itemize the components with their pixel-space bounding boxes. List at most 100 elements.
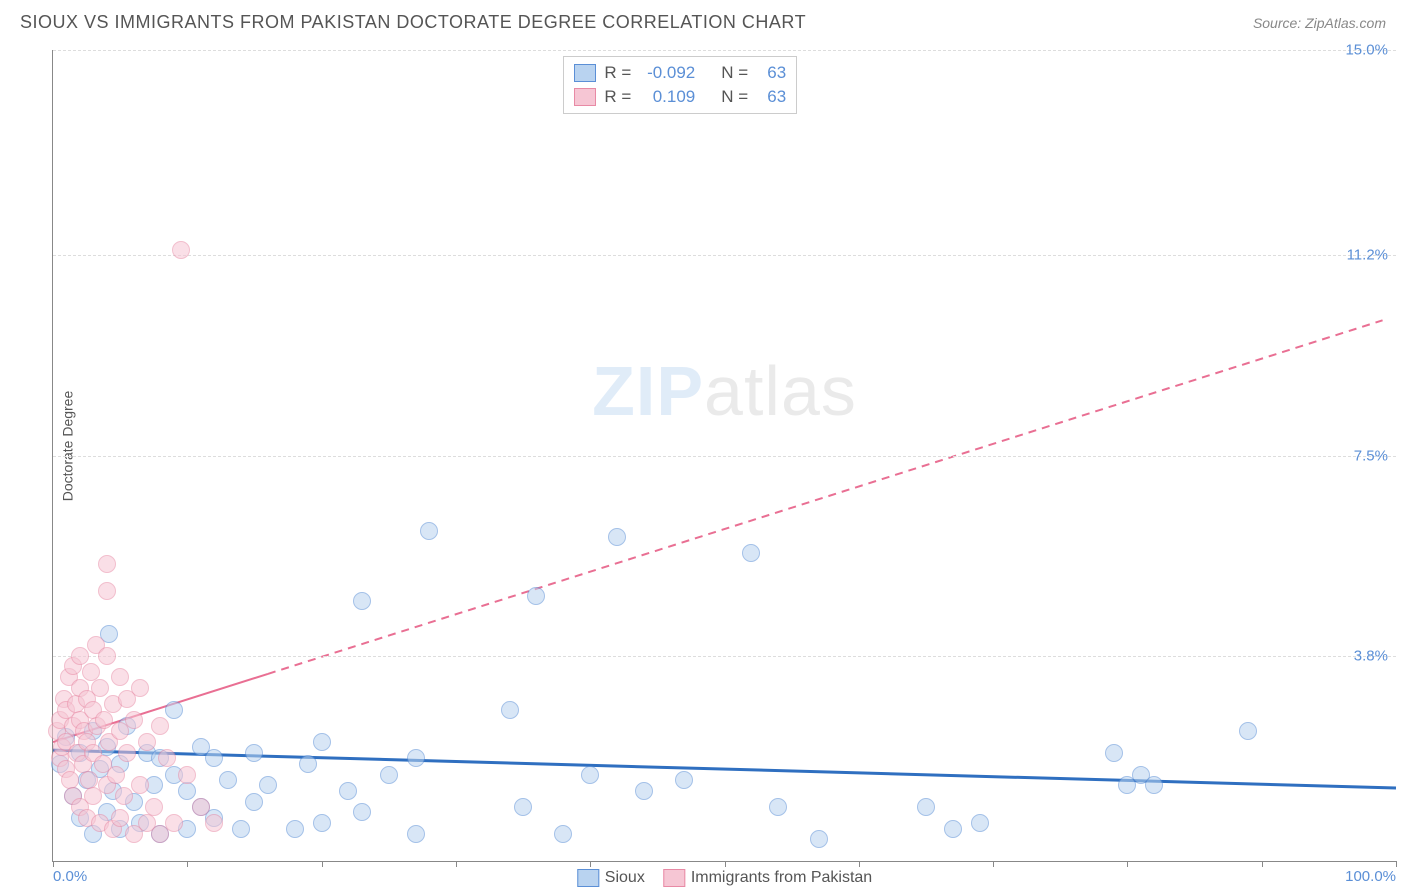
x-tick xyxy=(590,861,591,867)
y-tick-label: 15.0% xyxy=(1345,42,1388,59)
stats-row: R =0.109N =63 xyxy=(574,85,786,109)
data-point xyxy=(917,798,935,816)
data-point xyxy=(172,241,190,259)
data-point xyxy=(299,755,317,773)
data-point xyxy=(971,814,989,832)
stats-box: R =-0.092N =63R =0.109N =63 xyxy=(563,56,797,114)
data-point xyxy=(111,668,129,686)
legend-swatch xyxy=(574,88,596,106)
data-point xyxy=(810,830,828,848)
data-point xyxy=(178,782,196,800)
r-label: R = xyxy=(604,87,631,107)
data-point xyxy=(1105,744,1123,762)
data-point xyxy=(165,814,183,832)
data-point xyxy=(635,782,653,800)
n-label: N = xyxy=(721,87,748,107)
data-point xyxy=(138,733,156,751)
data-point xyxy=(313,814,331,832)
watermark: ZIPatlas xyxy=(592,351,857,431)
data-point xyxy=(131,679,149,697)
x-tick xyxy=(322,861,323,867)
data-point xyxy=(259,776,277,794)
data-point xyxy=(675,771,693,789)
data-point xyxy=(98,555,116,573)
y-tick-label: 7.5% xyxy=(1354,447,1388,464)
data-point xyxy=(608,528,626,546)
x-tick xyxy=(187,861,188,867)
x-tick xyxy=(1127,861,1128,867)
data-point xyxy=(769,798,787,816)
chart-title: SIOUX VS IMMIGRANTS FROM PAKISTAN DOCTOR… xyxy=(20,12,806,33)
x-tick xyxy=(1262,861,1263,867)
data-point xyxy=(61,771,79,789)
chart-source: Source: ZipAtlas.com xyxy=(1253,15,1386,31)
data-point xyxy=(501,701,519,719)
data-point xyxy=(98,582,116,600)
data-point xyxy=(125,711,143,729)
data-point xyxy=(742,544,760,562)
y-tick-label: 11.2% xyxy=(1347,247,1388,264)
data-point xyxy=(205,814,223,832)
n-label: N = xyxy=(721,63,748,83)
data-point xyxy=(98,647,116,665)
legend-swatch xyxy=(574,64,596,82)
data-point xyxy=(165,701,183,719)
data-point xyxy=(353,803,371,821)
data-point xyxy=(581,766,599,784)
r-value: -0.092 xyxy=(639,63,695,83)
chart-header: SIOUX VS IMMIGRANTS FROM PAKISTAN DOCTOR… xyxy=(0,0,1406,41)
data-point xyxy=(80,771,98,789)
data-point xyxy=(158,749,176,767)
x-tick-label: 0.0% xyxy=(53,868,87,885)
chart-plot-area: ZIPatlas 3.8%7.5%11.2%15.0%0.0%100.0%R =… xyxy=(52,50,1396,862)
data-point xyxy=(245,744,263,762)
data-point xyxy=(420,522,438,540)
data-point xyxy=(245,793,263,811)
data-point xyxy=(1145,776,1163,794)
watermark-atlas: atlas xyxy=(704,352,857,430)
gridline xyxy=(53,255,1396,256)
data-point xyxy=(944,820,962,838)
data-point xyxy=(82,663,100,681)
data-point xyxy=(91,679,109,697)
x-tick xyxy=(53,861,54,867)
data-point xyxy=(118,744,136,762)
gridline xyxy=(53,50,1396,51)
x-tick-label: 100.0% xyxy=(1345,868,1396,885)
legend-swatch xyxy=(663,869,685,887)
data-point xyxy=(95,711,113,729)
bottom-legend: Sioux Immigrants from Pakistan xyxy=(577,869,872,887)
watermark-zip: ZIP xyxy=(592,352,704,430)
n-value: 63 xyxy=(756,63,786,83)
data-point xyxy=(145,798,163,816)
stats-row: R = -0.092 N = 63 xyxy=(574,61,786,85)
r-label: R = xyxy=(604,63,631,83)
data-point xyxy=(178,766,196,784)
data-point xyxy=(219,771,237,789)
data-point xyxy=(380,766,398,784)
n-value: 63 xyxy=(756,87,786,107)
x-tick xyxy=(859,861,860,867)
data-point xyxy=(407,749,425,767)
legend-item: Immigrants from Pakistan xyxy=(663,869,872,887)
data-point xyxy=(407,825,425,843)
legend-swatch xyxy=(577,869,599,887)
data-point xyxy=(286,820,304,838)
gridline xyxy=(53,656,1396,657)
data-point xyxy=(205,749,223,767)
y-tick-label: 3.8% xyxy=(1354,647,1388,664)
data-point xyxy=(353,592,371,610)
legend-label: Sioux xyxy=(605,869,645,887)
data-point xyxy=(313,733,331,751)
legend-item: Sioux xyxy=(577,869,645,887)
data-point xyxy=(554,825,572,843)
data-point xyxy=(527,587,545,605)
x-tick xyxy=(1396,861,1397,867)
legend-label: Immigrants from Pakistan xyxy=(691,869,872,887)
data-point xyxy=(131,776,149,794)
data-point xyxy=(111,809,129,827)
data-point xyxy=(192,798,210,816)
data-point xyxy=(514,798,532,816)
data-point xyxy=(339,782,357,800)
data-point xyxy=(1239,722,1257,740)
